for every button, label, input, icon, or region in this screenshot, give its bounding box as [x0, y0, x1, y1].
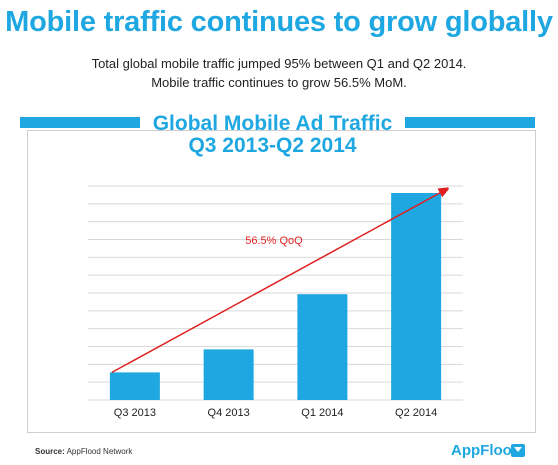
x-axis-labels: Q3 2013 Q4 2013 Q1 2014 Q2 2014 [114, 407, 437, 419]
bar [109, 372, 160, 400]
bar [391, 193, 442, 400]
source-label: Source: [35, 447, 65, 456]
source-note: Source: AppFlood Network [35, 447, 132, 456]
trend-arrow [111, 190, 445, 374]
x-tick-label: Q2 2014 [395, 407, 437, 419]
x-tick-label: Q1 2014 [301, 407, 343, 419]
x-tick-label: Q4 2013 [208, 407, 250, 419]
title-bar-right [405, 117, 535, 128]
x-tick-label: Q3 2013 [114, 407, 156, 419]
source-text: AppFlood Network [66, 447, 133, 456]
chart-title-line-2: Q3 2013-Q2 2014 [188, 134, 357, 157]
trend-annotation: 56.5% QoQ [245, 235, 303, 247]
brand-logo-icon [511, 444, 525, 457]
bar [297, 294, 348, 400]
chart-title-line-1: Global Mobile Ad Traffic [152, 112, 393, 135]
title-bar-left [20, 117, 140, 128]
bar [203, 349, 254, 400]
headline: Mobile traffic continues to grow globall… [5, 6, 553, 38]
bars [109, 193, 442, 400]
subtitle-line-1: Total global mobile traffic jumped 95% b… [91, 56, 467, 71]
subtitle-line-2: Mobile traffic continues to grow 56.5% M… [151, 75, 407, 90]
brand-logo-text: AppFlood [451, 442, 521, 459]
